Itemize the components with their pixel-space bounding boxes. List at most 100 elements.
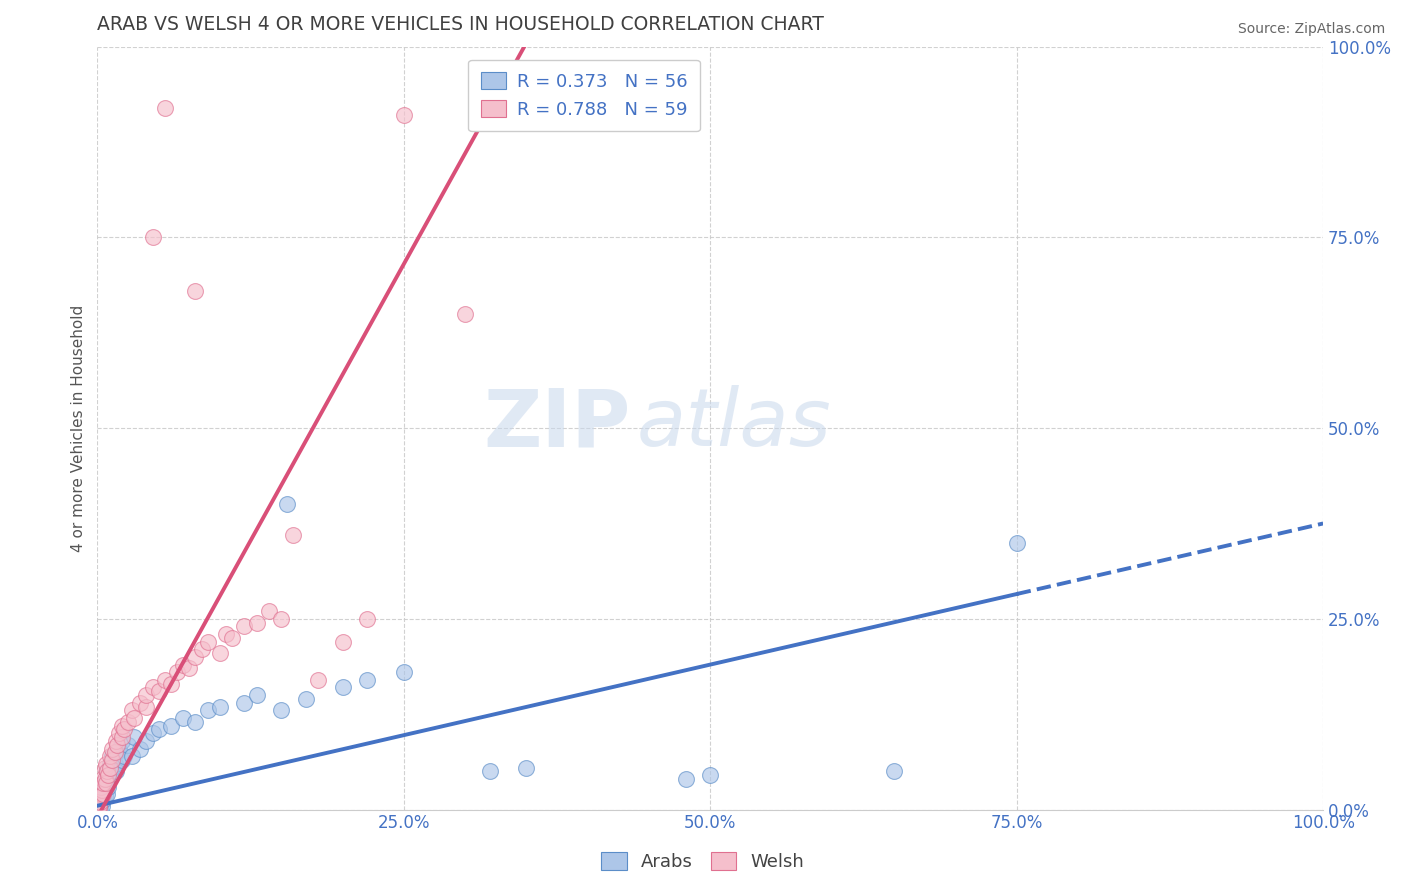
Point xyxy=(93,776,115,790)
Point xyxy=(332,634,354,648)
Point xyxy=(129,741,152,756)
Point xyxy=(96,764,118,779)
Point xyxy=(87,800,110,814)
Point xyxy=(675,772,697,786)
Point xyxy=(454,307,477,321)
Point xyxy=(89,801,111,815)
Point xyxy=(478,764,501,779)
Point xyxy=(117,738,139,752)
Point xyxy=(190,642,212,657)
Point xyxy=(294,692,316,706)
Point xyxy=(87,801,110,815)
Point xyxy=(94,772,117,786)
Point xyxy=(276,497,298,511)
Point xyxy=(90,791,112,805)
Legend: Arabs, Welsh: Arabs, Welsh xyxy=(595,846,811,879)
Point xyxy=(93,787,115,801)
Point xyxy=(104,734,127,748)
Point xyxy=(515,761,537,775)
Point xyxy=(111,753,134,767)
Point xyxy=(153,101,176,115)
Point xyxy=(90,791,112,805)
Point xyxy=(233,696,256,710)
Y-axis label: 4 or more Vehicles in Household: 4 or more Vehicles in Household xyxy=(72,304,86,552)
Point xyxy=(93,761,115,775)
Point xyxy=(98,749,121,764)
Point xyxy=(221,631,243,645)
Point xyxy=(166,665,188,680)
Point xyxy=(141,726,163,740)
Point xyxy=(91,783,114,797)
Point xyxy=(101,761,124,775)
Point xyxy=(93,776,115,790)
Point xyxy=(93,783,115,797)
Point xyxy=(208,646,231,660)
Point xyxy=(135,734,157,748)
Point xyxy=(94,756,117,771)
Point xyxy=(94,776,117,790)
Point xyxy=(270,612,292,626)
Point xyxy=(197,634,219,648)
Point xyxy=(332,681,354,695)
Point xyxy=(283,528,305,542)
Point xyxy=(141,230,163,244)
Point xyxy=(160,676,183,690)
Point xyxy=(111,718,134,732)
Point xyxy=(117,714,139,729)
Point xyxy=(97,780,120,794)
Point xyxy=(135,688,157,702)
Point xyxy=(208,699,231,714)
Point xyxy=(129,696,152,710)
Point xyxy=(105,745,128,759)
Point xyxy=(121,703,143,717)
Point xyxy=(122,711,145,725)
Point xyxy=(89,791,111,805)
Point xyxy=(104,764,127,779)
Point xyxy=(97,768,120,782)
Point xyxy=(356,612,378,626)
Point xyxy=(90,780,112,794)
Point xyxy=(153,673,176,687)
Point xyxy=(93,772,115,786)
Point xyxy=(89,787,111,801)
Point xyxy=(184,284,207,298)
Legend: R = 0.373   N = 56, R = 0.788   N = 59: R = 0.373 N = 56, R = 0.788 N = 59 xyxy=(468,60,700,131)
Point xyxy=(89,797,111,811)
Point xyxy=(98,761,121,775)
Point xyxy=(122,730,145,744)
Point xyxy=(111,730,134,744)
Point xyxy=(699,768,721,782)
Point xyxy=(184,650,207,665)
Point xyxy=(89,798,111,813)
Point xyxy=(356,673,378,687)
Point xyxy=(392,108,415,122)
Point xyxy=(172,711,194,725)
Point xyxy=(108,741,131,756)
Point xyxy=(93,789,115,803)
Point xyxy=(105,738,128,752)
Point xyxy=(98,756,121,771)
Point xyxy=(103,745,125,759)
Point xyxy=(883,764,905,779)
Point xyxy=(91,780,114,794)
Text: ARAB VS WELSH 4 OR MORE VEHICLES IN HOUSEHOLD CORRELATION CHART: ARAB VS WELSH 4 OR MORE VEHICLES IN HOUS… xyxy=(97,15,824,34)
Point xyxy=(98,768,121,782)
Point xyxy=(101,741,124,756)
Point xyxy=(89,798,111,813)
Point xyxy=(112,749,135,764)
Point xyxy=(307,673,329,687)
Point xyxy=(179,661,201,675)
Point xyxy=(270,703,292,717)
Point xyxy=(112,723,135,737)
Point xyxy=(1005,535,1028,549)
Point xyxy=(90,787,112,801)
Point xyxy=(257,604,280,618)
Point xyxy=(215,627,238,641)
Point xyxy=(108,726,131,740)
Point xyxy=(172,657,194,672)
Point xyxy=(103,756,125,771)
Text: Source: ZipAtlas.com: Source: ZipAtlas.com xyxy=(1237,22,1385,37)
Point xyxy=(184,714,207,729)
Point xyxy=(148,723,170,737)
Text: ZIP: ZIP xyxy=(484,385,630,463)
